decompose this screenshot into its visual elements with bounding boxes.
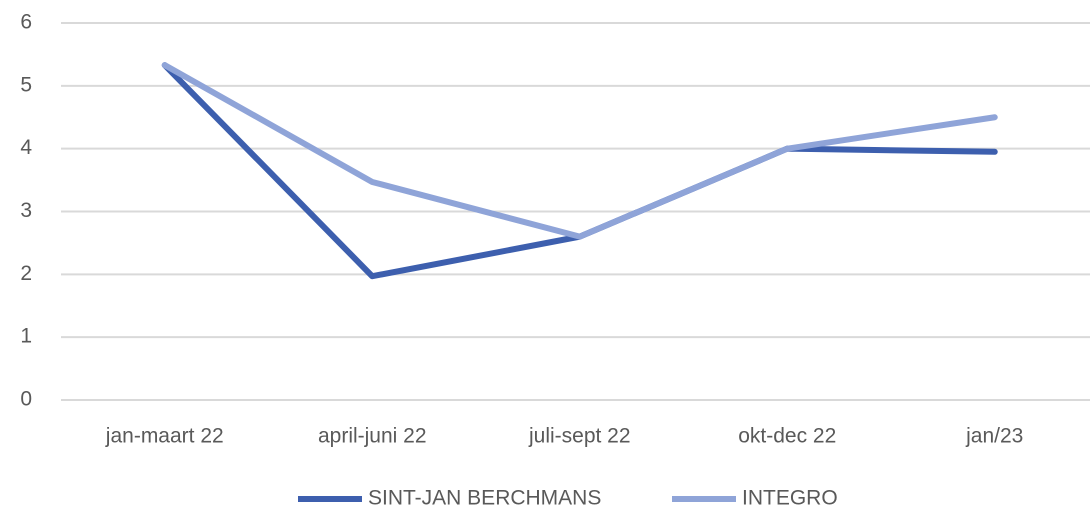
y-tick-label: 0 <box>20 388 32 411</box>
y-tick-label: 3 <box>20 199 32 222</box>
y-tick-label: 5 <box>20 73 32 96</box>
x-tick-label: juli-sept 22 <box>528 425 631 448</box>
legend-label: SINT-JAN BERCHMANS <box>368 487 601 510</box>
y-tick-label: 2 <box>20 262 32 285</box>
series-line <box>161 62 998 240</box>
y-tick-label: 4 <box>20 136 32 159</box>
y-tick-label: 1 <box>20 325 32 348</box>
series-line <box>161 62 998 280</box>
y-tick-label: 6 <box>20 11 32 34</box>
x-tick-label: okt-dec 22 <box>738 425 836 448</box>
x-tick-label: april-juni 22 <box>318 425 427 448</box>
x-tick-label: jan-maart 22 <box>105 425 224 448</box>
legend-label: INTEGRO <box>742 487 838 510</box>
x-tick-label: jan/23 <box>965 425 1023 448</box>
